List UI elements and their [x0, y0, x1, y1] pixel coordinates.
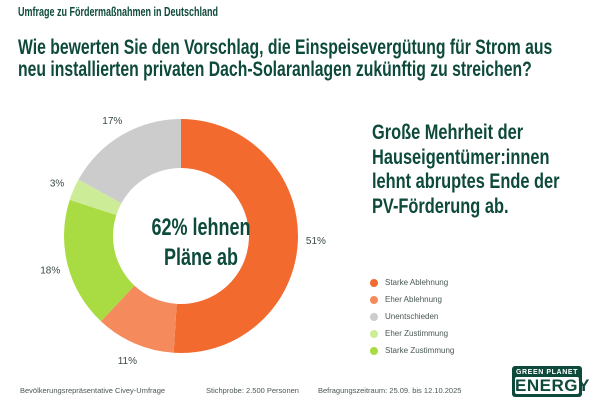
headline-line: PV-Förderung ab. [372, 194, 509, 218]
legend-label: Starke Ablehnung [385, 278, 449, 287]
legend-swatch [370, 278, 378, 287]
donut-slice-unentschieden [78, 119, 181, 204]
footer-period: Befragungszeitraum: 25.09. bis 12.10.202… [318, 386, 462, 395]
data-label: 18% [40, 266, 60, 277]
legend-swatch [370, 295, 378, 304]
legend-swatch [370, 312, 378, 321]
legend-swatch [370, 329, 378, 338]
donut-slice-starke-ablehnung [173, 119, 298, 353]
kicker-text: Umfrage zu Fördermaßnahmen in Deutschlan… [18, 5, 219, 19]
legend-label: Starke Zustimmung [385, 346, 455, 355]
logo-line2: ENERGY [515, 376, 590, 395]
donut-slice-starke-zustimmung [64, 199, 135, 322]
logo-line1: GREEN PLANET [515, 369, 579, 376]
legend-label: Unentschieden [385, 312, 439, 321]
data-label: 51% [306, 236, 326, 247]
legend-item: Eher Zustimmung [370, 325, 454, 342]
legend-item: Starke Ablehnung [370, 274, 454, 291]
headline-line: lehnt abruptes Ende der [372, 170, 560, 193]
footer-source: Bevölkerungsrepräsentative Civey-Umfrage [20, 386, 166, 395]
title-line: neu installierten privaten Dach-Solaranl… [18, 58, 532, 81]
headline: Große Mehrheit der Hauseigentümer:innen … [372, 121, 559, 219]
green-planet-energy-logo: GREEN PLANET ENERGY [512, 366, 590, 397]
footer-sample: Stichprobe: 2.500 Personen [206, 386, 299, 395]
legend-swatch [370, 346, 378, 355]
headline-line: Große Mehrheit der [372, 121, 524, 144]
data-label: 11% [118, 356, 137, 367]
center-text-line: Pläne ab [163, 244, 239, 271]
legend-item: Unentschieden [370, 308, 454, 325]
donut-slice-eher-zustimmung [69, 179, 122, 215]
data-label: 3% [50, 178, 65, 189]
page-title: Wie bewerten Sie den Vorschlag, die Eins… [18, 37, 552, 81]
headline-line: Hauseigentümer:innen [372, 145, 550, 169]
legend-item: Starke Zustimmung [370, 342, 454, 359]
legend-label: Eher Zustimmung [385, 329, 449, 338]
legend-item: Eher Ablehnung [370, 291, 454, 308]
donut-slice-eher-ablehnung [100, 285, 177, 353]
title-line: Wie bewerten Sie den Vorschlag, die Eins… [18, 36, 553, 59]
legend-label: Eher Ablehnung [385, 295, 442, 304]
legend: Starke Ablehnung Eher Ablehnung Unentsch… [370, 274, 454, 359]
data-label: 17% [102, 116, 122, 127]
center-text-line: 62% lehnen [151, 214, 251, 241]
